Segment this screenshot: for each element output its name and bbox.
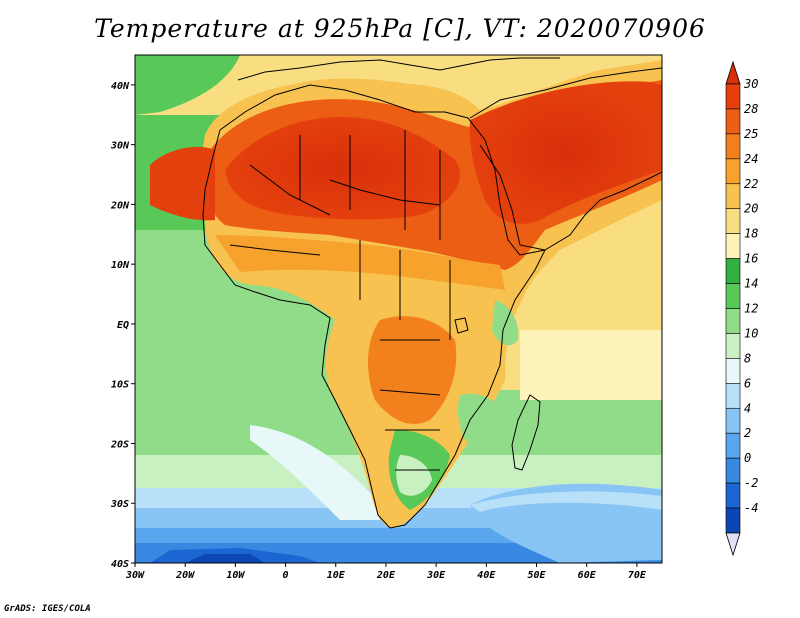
colorbar-swatch: [725, 507, 741, 534]
colorbar-swatch: [725, 333, 741, 359]
colorbar-label: -2: [744, 476, 758, 490]
field-benguela-cold: [250, 425, 380, 520]
colorbar-swatch: [725, 308, 741, 334]
lon-tick-label: 20W: [175, 570, 195, 581]
coast-europe: [237, 57, 560, 81]
lon-tick-label: 30W: [125, 570, 145, 581]
field-east-indian-cool: [470, 491, 662, 512]
lake-victoria: [454, 317, 469, 334]
chart-title: Temperature at 925hPa [C], VT: 202007090…: [94, 14, 706, 43]
colorbar-swatch: [725, 432, 741, 459]
field-central-warm: [368, 316, 457, 424]
colorbar-label: -4: [744, 501, 758, 515]
colorbar-label: 16: [744, 252, 758, 266]
lat-tick-label: 10N: [111, 260, 130, 271]
colorbar-label: 2: [744, 426, 751, 440]
colorbar-label: 20: [744, 202, 758, 216]
colorbar-label: 10: [744, 326, 758, 340]
colorbar-label: 30: [743, 77, 758, 91]
colorbar-swatch: [725, 83, 741, 110]
field-indian-mid: [520, 330, 662, 400]
colorbar-swatch: [725, 358, 741, 384]
lat-tick-label: 40N: [111, 81, 130, 92]
lon-tick-label: 10W: [226, 570, 245, 581]
colorbar-swatch: [725, 283, 741, 309]
colorbar-label: 28: [744, 102, 758, 116]
temperature-field: [135, 55, 662, 563]
colorbar-label: 6: [744, 376, 751, 390]
coast-africa: [202, 84, 546, 529]
colorbar-label: 25: [744, 127, 758, 141]
lat-tick-label: 30S: [110, 499, 129, 510]
field-north-atlantic-cool: [135, 55, 240, 115]
colorbar-swatch: [725, 108, 741, 135]
lat-tick-label: 10S: [111, 380, 129, 391]
latitude-axis: 40N 30N 20N 10N EQ 10S 20S 30S 40S: [110, 81, 135, 570]
lon-tick-label: 60E: [578, 570, 597, 581]
field-sahara-core: [225, 116, 461, 220]
field-atlantic-hot: [150, 146, 215, 221]
colorbar-swatch: [725, 183, 741, 210]
colorbar-swatch: [725, 258, 741, 284]
lon-tick-label: 40E: [477, 570, 496, 581]
lat-tick-label: 20S: [110, 439, 129, 450]
field-east-africa-cool: [492, 300, 519, 346]
coastlines: [202, 57, 662, 529]
footer-credit: GrADS: IGES/COLA: [4, 604, 91, 614]
map-frame: [134, 54, 663, 564]
colorbar-top-triangle: [725, 60, 741, 85]
lat-tick-label: 40S: [111, 559, 129, 570]
colorbar-label: 22: [744, 177, 758, 191]
lon-tick-label: 70E: [628, 570, 647, 581]
colorbar-swatch: [725, 383, 741, 409]
field-mozambique-channel: [457, 393, 505, 444]
colorbar-swatch: [725, 233, 741, 259]
field-arabia-core: [469, 81, 662, 224]
lon-tick-label: 20E: [376, 570, 396, 581]
lon-tick-label: 0: [283, 570, 289, 581]
colorbar-swatch: [725, 457, 741, 484]
colorbar-swatch: [725, 482, 741, 509]
lat-tick-label: 30N: [110, 141, 130, 152]
colorbar-label: 18: [744, 227, 758, 241]
field-south-africa-cooler: [396, 455, 432, 496]
colorbar-swatch: [725, 158, 741, 185]
colorbar-label: 8: [744, 351, 751, 365]
colorbar-label: 24: [744, 152, 758, 166]
lon-tick-label: 50E: [527, 570, 546, 581]
coast-madagascar: [511, 394, 541, 471]
coast-arabia: [469, 67, 662, 251]
colorbar-swatch: [725, 407, 741, 434]
colorbar-label: 0: [744, 451, 751, 465]
lat-tick-label: EQ: [117, 320, 129, 331]
lat-tick-label: 20N: [110, 200, 130, 211]
longitude-axis: 30W 20W 10W 0 10E 20E 30E 40E 50E 60E 70E: [125, 563, 647, 581]
colorbar-bottom-triangle: [725, 532, 741, 557]
colorbar-label: 4: [744, 401, 751, 415]
lon-tick-label: 30E: [426, 570, 446, 581]
lon-tick-label: 10E: [327, 570, 346, 581]
colorbar-label: 12: [744, 302, 758, 316]
colorbar-swatch: [725, 133, 741, 160]
field-very-deep-cold: [185, 554, 265, 563]
colorbar-label: 14: [744, 277, 758, 291]
colorbar-swatch: [725, 208, 741, 234]
border-lines: [229, 130, 451, 471]
